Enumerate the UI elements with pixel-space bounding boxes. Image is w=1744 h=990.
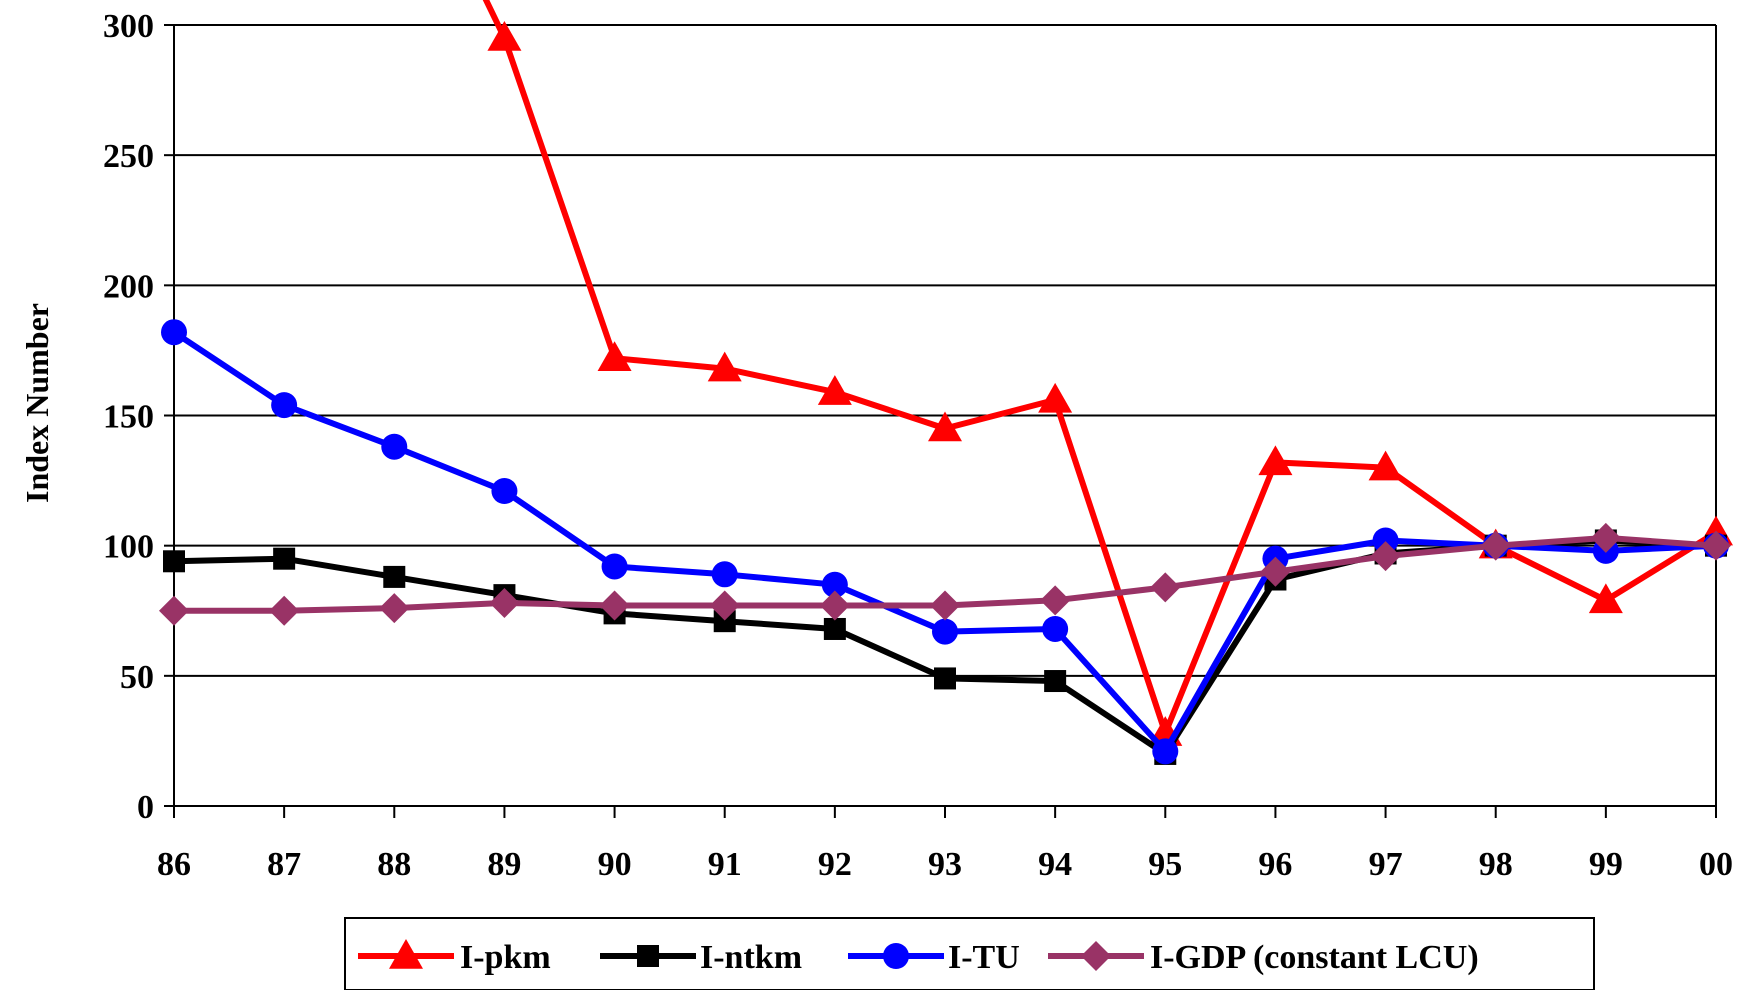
legend: I-pkm I-ntkm I-TU I-GDP (constant LCU)	[344, 917, 1595, 990]
data-point	[273, 547, 296, 570]
x-tick-label: 86	[157, 846, 191, 883]
data-point	[817, 375, 852, 405]
data-point	[1150, 572, 1181, 603]
data-point	[1480, 530, 1511, 561]
x-tick-label: 94	[1038, 846, 1072, 883]
legend-entry: I-ntkm	[600, 939, 802, 976]
x-tick-labels: 86 87 88 89 90 91 92 93 94 95 96 97 98 99 00	[157, 806, 1733, 883]
data-point	[599, 590, 630, 621]
data-point	[709, 590, 740, 621]
data-point	[713, 610, 736, 633]
legend-entry: I-pkm	[358, 939, 551, 976]
legend-label: I-TU	[948, 939, 1020, 976]
data-point	[1040, 585, 1071, 616]
legend-swatch-marker	[389, 939, 423, 969]
data-point	[934, 667, 956, 690]
y-tick-label: 50	[120, 659, 154, 696]
x-tick-label: 91	[708, 846, 742, 883]
x-tick-label: 92	[818, 846, 852, 883]
x-tick-label: 96	[1258, 846, 1292, 883]
data-point	[159, 595, 189, 626]
data-point	[823, 617, 846, 640]
data-point	[487, 21, 522, 51]
x-tick-label: 90	[598, 846, 632, 883]
data-point	[1038, 382, 1073, 413]
series-i-pkm	[482, 0, 1733, 746]
legend-entry: I-TU	[848, 939, 1020, 976]
x-tick-label: 98	[1479, 846, 1513, 883]
series-i-gdp-constant-lcu	[159, 522, 1731, 626]
data-point	[1368, 450, 1403, 481]
y-tick-label: 150	[103, 399, 154, 436]
x-tick-label: 95	[1148, 846, 1182, 883]
legend-label: I-ntkm	[700, 939, 802, 976]
data-point	[930, 590, 960, 621]
y-tick-label: 0	[137, 789, 154, 826]
series-line	[173, 537, 1717, 757]
legend-label: I-GDP (constant LCU)	[1150, 939, 1479, 976]
data-point	[928, 411, 962, 442]
y-tick-label: 200	[103, 268, 154, 305]
y-tick-label: 100	[103, 529, 154, 566]
data-point	[381, 433, 408, 460]
legend-entry: I-GDP (constant LCU)	[1048, 939, 1479, 976]
x-tick-label: 97	[1369, 846, 1403, 883]
y-tick-labels: 0 50 100 150 200 250 300	[103, 8, 174, 826]
data-point	[821, 571, 848, 598]
data-point	[379, 593, 410, 624]
data-point	[271, 392, 298, 419]
data-point	[932, 618, 958, 645]
x-tick-label: 93	[928, 846, 962, 883]
legend-swatch-marker	[883, 943, 909, 969]
y-tick-label: 300	[103, 8, 154, 45]
data-point	[491, 477, 518, 504]
data-point	[1372, 527, 1399, 554]
x-tick-label: 00	[1699, 846, 1733, 883]
data-point	[707, 351, 742, 382]
series-i-ntkm	[163, 529, 1727, 765]
data-point	[1260, 556, 1291, 587]
x-tick-label: 87	[267, 846, 301, 883]
data-point	[1044, 670, 1067, 693]
data-point	[383, 565, 406, 588]
data-point	[1590, 522, 1621, 553]
data-point	[601, 553, 628, 580]
series-group	[159, 0, 1733, 765]
y-axis-title: Index Number	[19, 303, 55, 503]
data-point	[269, 595, 300, 626]
data-point	[597, 341, 632, 371]
legend-box	[344, 917, 1595, 990]
legend-label: I-pkm	[460, 939, 551, 976]
data-point	[711, 561, 738, 588]
data-point	[1258, 445, 1293, 476]
legend-swatch-marker	[1081, 941, 1111, 971]
x-tick-label: 89	[487, 846, 521, 883]
series-line	[501, 37, 1718, 737]
data-point	[819, 590, 850, 621]
x-tick-label: 88	[377, 846, 411, 883]
x-tick-label: 99	[1589, 846, 1623, 883]
y-tick-label: 250	[103, 138, 154, 175]
data-point	[161, 319, 187, 346]
data-point	[1370, 541, 1401, 572]
data-point	[1588, 583, 1623, 614]
data-point	[1701, 530, 1731, 561]
data-point	[1042, 615, 1069, 642]
legend-swatch-marker	[637, 945, 659, 967]
data-point	[1152, 738, 1179, 765]
data-point	[489, 587, 520, 618]
series-line-extension	[482, 0, 508, 40]
data-point	[163, 550, 185, 573]
